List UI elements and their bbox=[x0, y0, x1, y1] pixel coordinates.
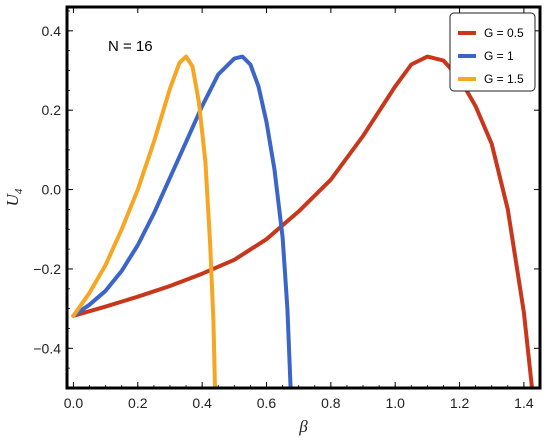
y-tick-label: −0.2 bbox=[33, 261, 61, 277]
annotation-n-value: N = 16 bbox=[108, 38, 153, 55]
y-axis-title-main: U bbox=[3, 192, 22, 206]
x-tick-label: 0.6 bbox=[257, 395, 277, 411]
y-axis-title: U4 bbox=[3, 188, 25, 206]
y-axis-title-subscript: 4 bbox=[13, 188, 25, 194]
ticks-layer: 0.0 0.2 0.4 0.6 0.8 1.0 1.2 1.4 −0.4 −0.2 0.0 0.2 0.… bbox=[33, 7, 540, 411]
legend-label-1: G = 0.5 bbox=[484, 26, 524, 40]
x-tick-label: 1.2 bbox=[450, 395, 470, 411]
x-axis-title: β bbox=[298, 417, 308, 436]
series-line-1 bbox=[71, 54, 534, 388]
plot-frame bbox=[65, 5, 542, 390]
x-tick-label: 0.2 bbox=[128, 395, 148, 411]
x-tick-label: 0.0 bbox=[64, 395, 84, 411]
x-tick-label: 1.4 bbox=[514, 395, 534, 411]
series-line-3 bbox=[71, 54, 217, 388]
legend-label-3: G = 1.5 bbox=[484, 72, 524, 86]
legend: G = 0.5 G = 1 G = 1.5 bbox=[449, 12, 536, 92]
y-tick-label: 0.0 bbox=[42, 182, 62, 198]
x-tick-label: 0.8 bbox=[321, 395, 341, 411]
x-tick-label: 0.4 bbox=[192, 395, 212, 411]
series-layer bbox=[71, 54, 534, 388]
x-tick-label: 1.0 bbox=[385, 395, 405, 411]
legend-label-2: G = 1 bbox=[484, 49, 514, 63]
y-tick-label: 0.4 bbox=[42, 23, 62, 39]
y-tick-label: −0.4 bbox=[33, 340, 61, 356]
y-tick-label: 0.2 bbox=[42, 102, 62, 118]
series-line-2 bbox=[71, 54, 293, 388]
